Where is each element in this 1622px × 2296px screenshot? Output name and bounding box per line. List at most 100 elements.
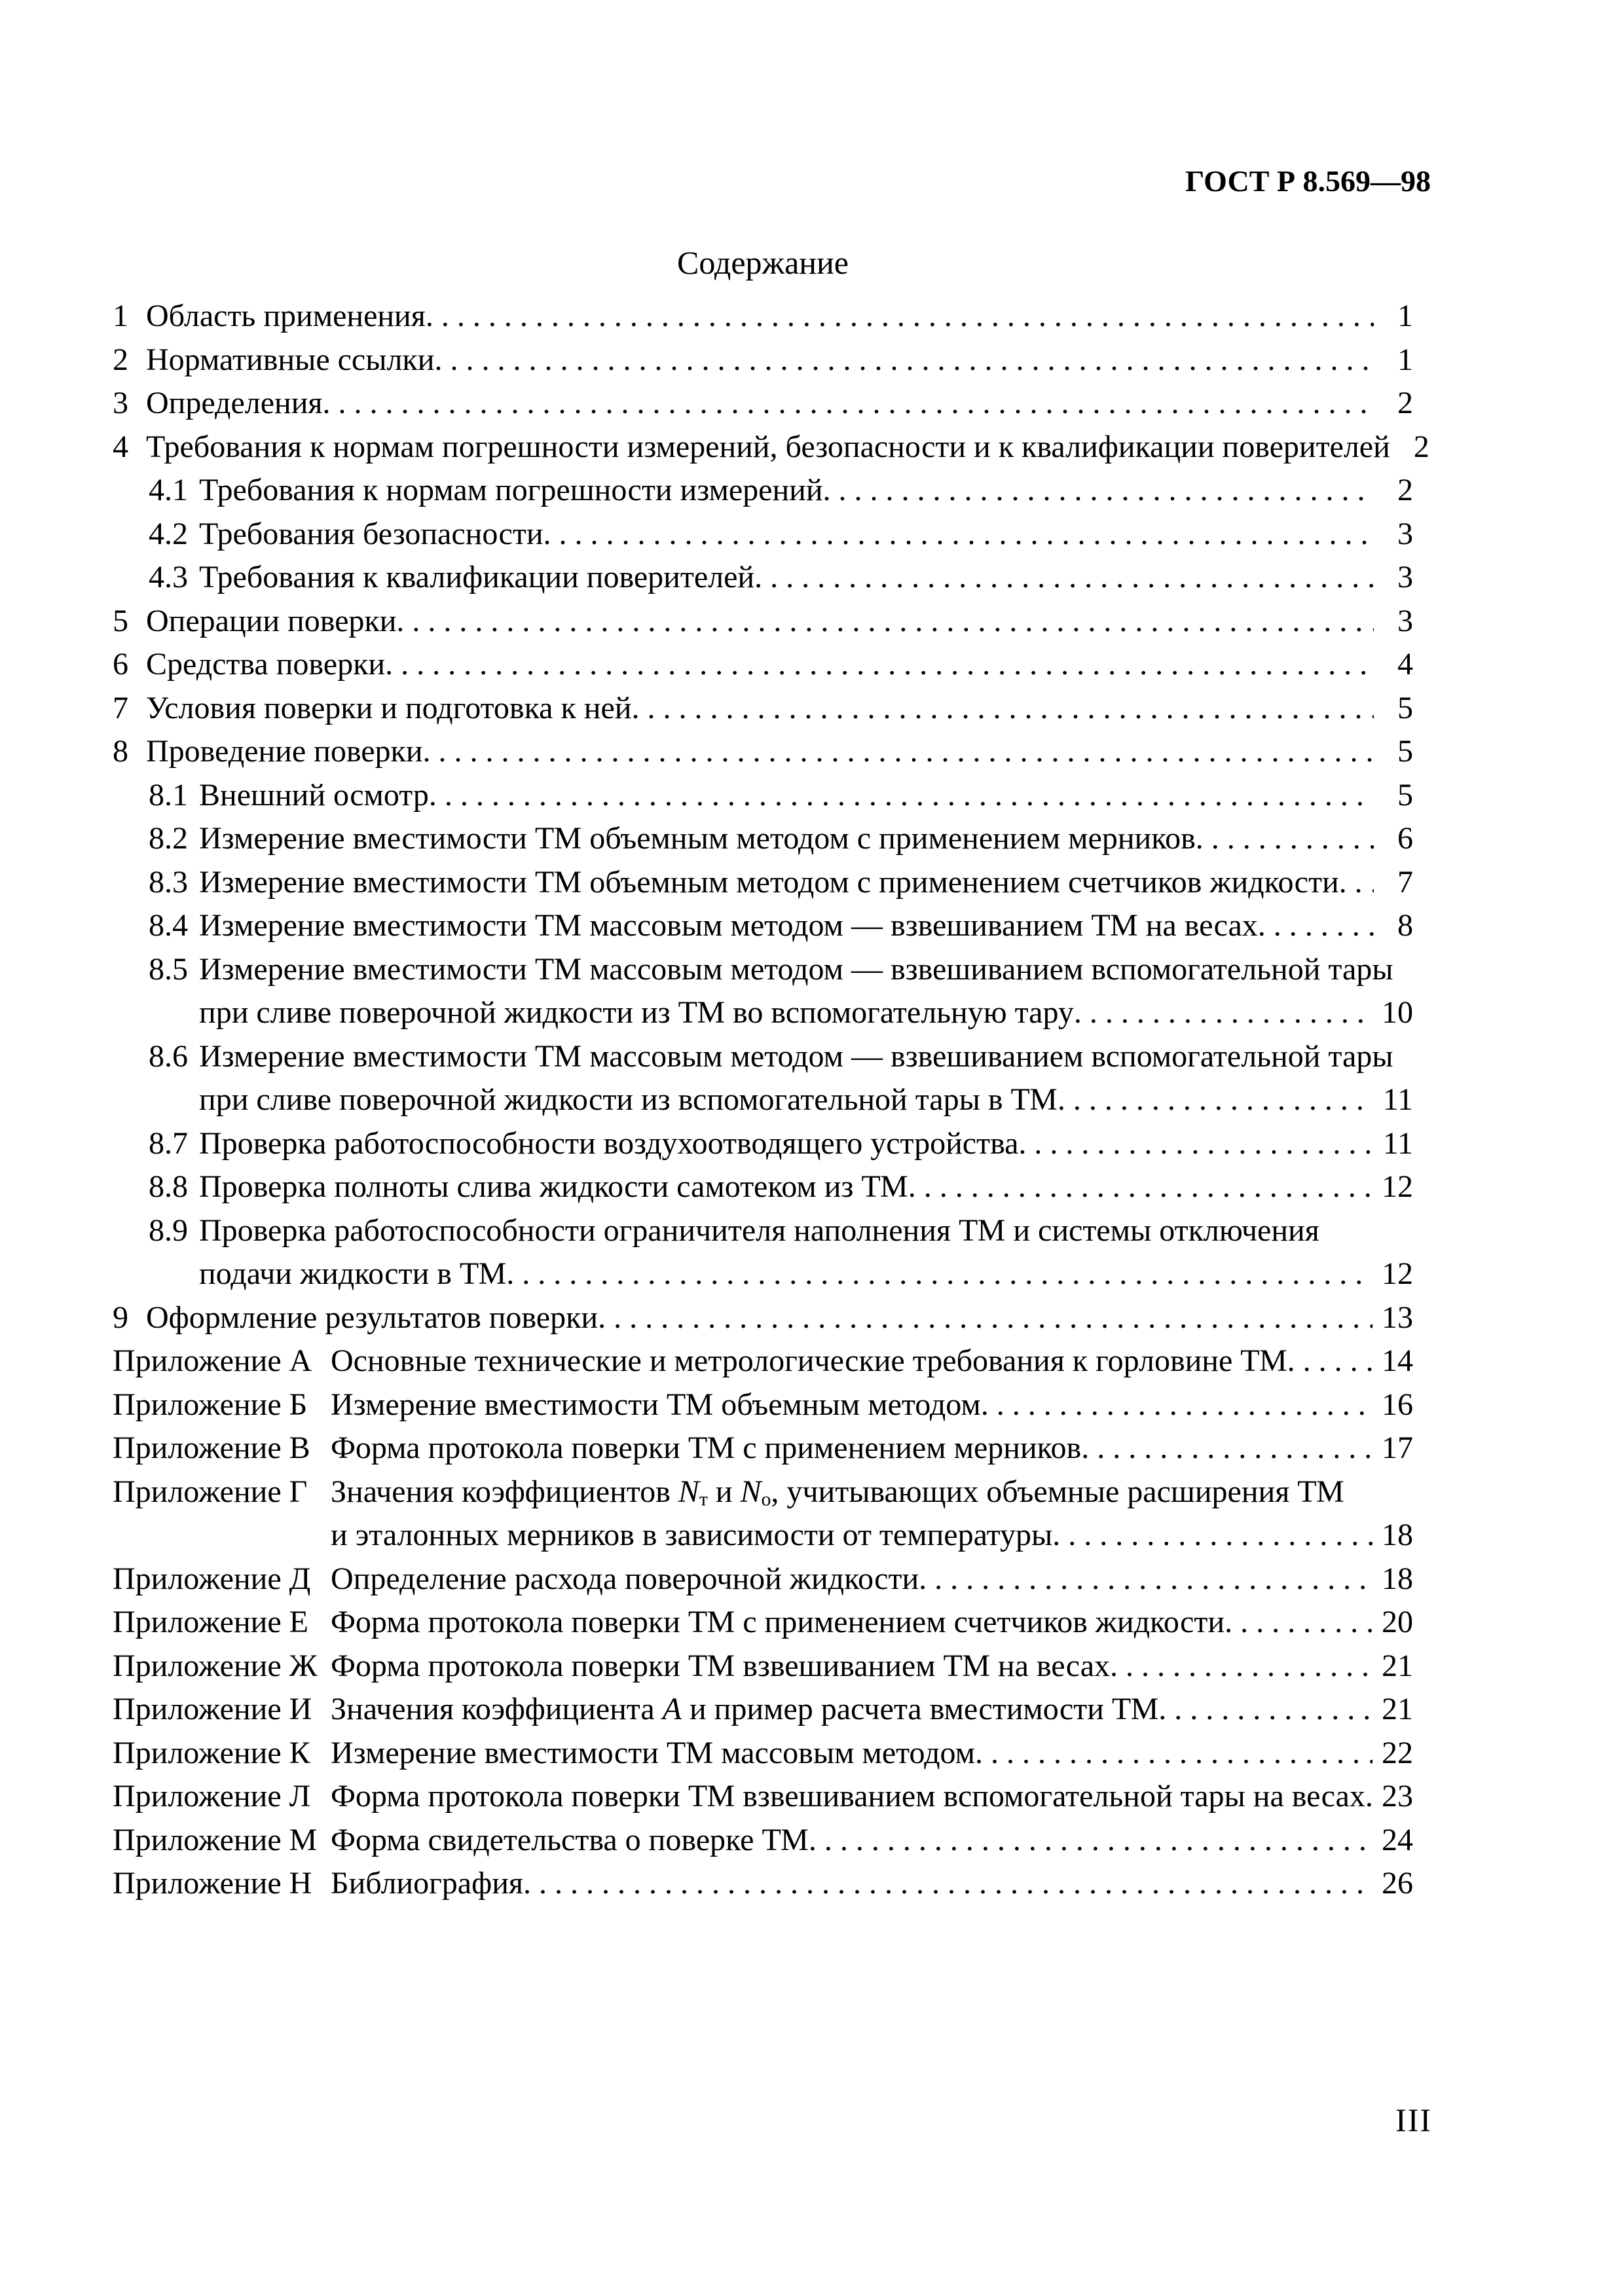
toc-entry-page: 12 [1382, 1169, 1413, 1204]
toc-entry: 8.2 Измерение вместимости ТМ объемным мет… [113, 817, 1413, 861]
toc-entry-appendix-label: Приложение Б [113, 1387, 308, 1422]
toc-entry-appendix-label: Приложение М [113, 1822, 318, 1857]
toc-entry-page: 18 [1382, 1561, 1413, 1596]
toc-title-text-segment: Средства поверки [146, 647, 386, 682]
toc-entry-page: 22 [1382, 1735, 1413, 1770]
toc-list: 1 Область применения. . . . . . . . . . .… [113, 295, 1429, 1906]
toc-entry-title: при сливе поверочной жидкости из ТМ во в… [199, 991, 1074, 1035]
toc-entry: Приложение Л Форма протокола поверки ТМ в… [113, 1775, 1413, 1819]
toc-entry-continuation: подачи жидкости в ТМ. . . . . . . . . . … [113, 1252, 1413, 1296]
toc-title-text-segment: Форма протокола поверки ТМ взвешиванием … [331, 1779, 1365, 1813]
toc-entry: 8.8 Проверка полноты слива жидкости самот… [113, 1165, 1413, 1209]
toc-entry-page: 21 [1382, 1648, 1413, 1683]
dot-leader: . . . . . . . . . . . . . . . . . . . . … [523, 1866, 1373, 1901]
toc-entry-appendix-label: Приложение Ж [113, 1648, 318, 1683]
toc-entry: 4 Требования к нормам погрешности измерен… [113, 426, 1429, 469]
dot-leader: . . . . . . . . . . . . . . . . . . . . … [822, 473, 1374, 507]
toc-entry-page: 14 [1382, 1343, 1413, 1378]
toc-title-text-segment: , учитывающих объемные расширения ТМ [771, 1474, 1344, 1509]
toc-title-sub-segment: т [699, 1487, 708, 1510]
toc-entry-title: при сливе поверочной жидкости из вспомог… [199, 1078, 1058, 1122]
toc-title-text-segment: Измерение вместимости ТМ объемным методо… [199, 821, 1196, 856]
toc-title-text-segment: Проверка полноты слива жидкости самотеко… [199, 1169, 908, 1204]
dot-leader: . . . . . . . . . . . . . . . . . . . . … [1081, 1430, 1373, 1465]
toc-entry: 6 Средства поверки. . . . . . . . . . . .… [113, 643, 1413, 687]
toc-entry: 8.4 Измерение вместимости ТМ массовым мет… [113, 904, 1413, 948]
toc-entry-title: Измерение вместимости ТМ массовым методо… [199, 948, 1393, 992]
toc-entry-number: 5 [113, 603, 128, 638]
toc-title-italic-segment: А [662, 1692, 682, 1726]
toc-entry: 8.7 Проверка работоспособности воздухоотв… [113, 1122, 1413, 1166]
toc-entry: 8.3 Измерение вместимости ТМ объемным мет… [113, 861, 1413, 905]
toc-entry-title: Библиография [331, 1862, 523, 1906]
dot-leader: . . . . . . . . . . . . . . . . . . . . … [1158, 1692, 1373, 1726]
toc-entry-title: Операции поверки [146, 600, 396, 644]
toc-title-text-segment: Измерение вместимости ТМ объемным методо… [199, 864, 1339, 900]
toc-entry-number: 8.5 [149, 951, 188, 987]
toc-entry-page: 3 [1397, 603, 1413, 638]
toc-title-text-segment: Требования к нормам погрешности измерени… [146, 429, 1390, 464]
toc-entry-page: 10 [1382, 995, 1413, 1030]
toc-entry-appendix-label: Приложение Н [113, 1866, 312, 1901]
toc-entry-number: 8.7 [149, 1125, 188, 1161]
toc-entry: 8.1 Внешний осмотр. . . . . . . . . . . .… [113, 774, 1413, 818]
toc-entry-continuation: при сливе поверочной жидкости из ТМ во в… [113, 991, 1413, 1035]
toc-title-text-segment: Измерение вместимости ТМ массовым методо… [199, 1038, 1393, 1074]
dot-leader: . . . . . . . . . . . . . . . . . . . . … [1018, 1125, 1373, 1161]
toc-entry-page: 2 [1397, 386, 1413, 420]
toc-entry-appendix-label: Приложение Д [113, 1561, 311, 1596]
dot-leader: . . . . . . . . . . . . . . . . . . . . … [1195, 821, 1374, 856]
toc-entry-title: Условия поверки и подготовка к ней [146, 687, 631, 731]
toc-title-text-segment: Условия поверки и подготовка к ней [146, 690, 632, 725]
dot-leader: . . . . . . . . . . . . . . . . . . . . … [1257, 908, 1374, 943]
toc-entry-title: и эталонных мерников в зависимости от те… [331, 1514, 1052, 1558]
toc-entry-title: Внешний осмотр [199, 774, 429, 818]
toc-entry-continuation: и эталонных мерников в зависимости от те… [113, 1514, 1413, 1558]
toc-entry-appendix-label: Приложение К [113, 1735, 310, 1770]
toc-entry-number: 8.9 [149, 1212, 188, 1248]
dot-leader: . . . . . . . . . . . . . . . . . . . . … [808, 1822, 1373, 1857]
dot-leader: . . . . . . . . . . . . . . . . . . . . … [385, 647, 1374, 682]
toc-entry-title: Проверка работоспособности воздухоотводя… [199, 1122, 1018, 1166]
toc-title-text-segment: Значения коэффициента [331, 1692, 663, 1726]
toc-entry: 8 Проведение поверки. . . . . . . . . . .… [113, 730, 1413, 774]
dot-leader: . . . . . . . . . . . . . . . . . . . . … [425, 299, 1374, 333]
toc-entry-title: Форма протокола поверки ТМ взвешиванием … [331, 1775, 1365, 1819]
toc-entry-page: 21 [1382, 1692, 1413, 1726]
toc-entry-title: Измерение вместимости ТМ массовым методо… [199, 904, 1258, 948]
toc-entry-title: Область применения [146, 295, 426, 338]
toc-title-text-segment: Область применения [146, 299, 426, 333]
toc-entry: Приложение Д Определение расхода поверочн… [113, 1558, 1413, 1601]
toc-title-text-segment: и [707, 1474, 741, 1509]
toc-entry-title: Измерение вместимости ТМ объемным методо… [199, 817, 1196, 861]
toc-entry-title: Требования к нормам погрешности измерени… [199, 469, 823, 513]
toc-entry-page: 3 [1397, 516, 1413, 551]
toc-entry-appendix-label: Приложение Е [113, 1605, 308, 1639]
toc-entry: 8.6 Измерение вместимости ТМ массовым мет… [113, 1035, 1413, 1079]
toc-entry-number: 9 [113, 1300, 128, 1335]
toc-entry-title: Требования к квалификации поверителей [199, 556, 754, 600]
toc-entry-title: Форма протокола поверки ТМ с применением… [331, 1427, 1081, 1470]
dot-leader: . . . . . . . . . . . . . . . . . . . . … [1073, 995, 1373, 1030]
dot-leader: . . . . . . . . . . . . . . . . . . . . … [1338, 864, 1374, 900]
toc-title-text-segment: Значения коэффициентов [331, 1474, 678, 1509]
dot-leader: . . . . . . . . . . . . . . . . . . . . … [1365, 1779, 1373, 1813]
toc-entry-page: 2 [1413, 429, 1429, 464]
toc-entry: Приложение А Основные технические и метро… [113, 1339, 1413, 1383]
toc-entry-title: Определение расхода поверочной жидкости [331, 1558, 919, 1601]
toc-title-text-segment: Требования безопасности [199, 516, 544, 551]
toc-entry-number: 7 [113, 690, 128, 725]
dot-leader: . . . . . . . . . . . . . . . . . . . . … [506, 1256, 1373, 1291]
toc-entry-page: 24 [1382, 1822, 1413, 1857]
toc-entry-title: Измерение вместимости ТМ объемным методо… [199, 861, 1339, 905]
toc-title-text-segment: Измерение вместимости ТМ массовым методо… [331, 1735, 975, 1770]
toc-entry-page: 3 [1397, 560, 1413, 594]
toc-entry: 7 Условия поверки и подготовка к ней. . .… [113, 687, 1413, 731]
toc-entry-appendix-label: Приложение А [113, 1343, 312, 1378]
toc-entry-page: 16 [1382, 1387, 1413, 1422]
toc-entry: Приложение М Форма свидетельства о поверк… [113, 1819, 1413, 1863]
toc-title-text-segment: и пример расчета вместимости ТМ [681, 1692, 1159, 1726]
toc-title-text-segment: Измерение вместимости ТМ объемным методо… [331, 1387, 981, 1422]
toc-entry-title: Форма свидетельства о поверке ТМ [331, 1819, 809, 1863]
toc-entry-page: 1 [1397, 299, 1413, 333]
